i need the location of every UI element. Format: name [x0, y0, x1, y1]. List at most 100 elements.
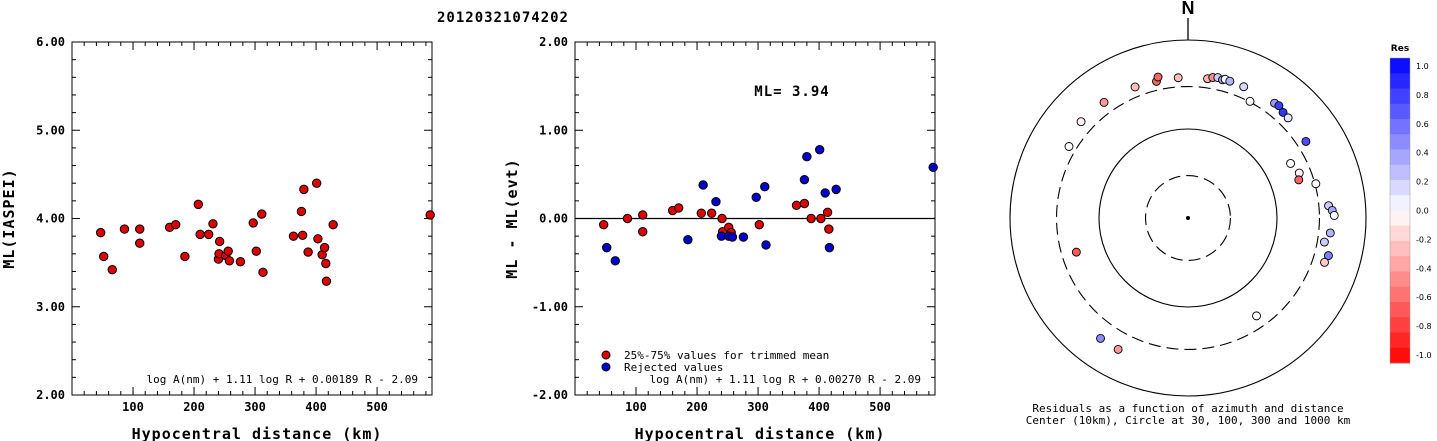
colorbar-cell [1390, 164, 1410, 181]
formula-label: log A(nm) + 1.11 log R + 0.00270 R - 2.0… [649, 373, 921, 386]
y-tick-label: 1.00 [539, 123, 568, 137]
legend-marker [601, 350, 611, 360]
station-point [1325, 228, 1335, 238]
station-point [1096, 333, 1105, 343]
data-point [622, 213, 633, 224]
data-point [799, 198, 810, 209]
data-point [248, 218, 258, 228]
data-point [328, 219, 338, 230]
data-point [610, 256, 620, 266]
y-tick-label: 0.00 [539, 212, 568, 226]
station-point [1278, 107, 1288, 117]
y-tick-label: 5.00 [36, 123, 65, 137]
station-point [1071, 247, 1081, 257]
station-point [1274, 101, 1284, 111]
data-point [288, 231, 299, 241]
colorbar-tick-label: 1.0 [1416, 62, 1429, 71]
legend-marker [601, 362, 611, 372]
x-axis-label: Hypocentral distance (km) [635, 425, 886, 441]
x-tick-label: 500 [869, 400, 891, 414]
center-marker [1186, 216, 1190, 220]
data-point [822, 207, 833, 218]
x-tick-label: 500 [366, 400, 388, 414]
data-point [135, 238, 145, 248]
data-point [193, 199, 204, 210]
distance-ring-30km [1144, 174, 1232, 262]
colorbar-cell [1390, 149, 1410, 166]
colorbar-cell [1390, 210, 1410, 227]
station-point [1294, 175, 1304, 185]
x-tick-label: 300 [747, 400, 769, 414]
figure-title: 20120321074202 [437, 10, 569, 26]
colorbar-cell [1390, 317, 1410, 333]
residual-colorbar: Res 1.0 0.8 0.6 0.4 0.2 0.0 -0.2 -0.4 -0.6 -0.8 -1.… [1389, 44, 1432, 364]
station-point [1286, 159, 1296, 168]
y-tick-label: -2.00 [532, 388, 568, 402]
colorbar-title: Res [1391, 44, 1409, 54]
station-point [1130, 82, 1140, 92]
data-point [135, 224, 145, 234]
station-point [1245, 96, 1255, 106]
data-point [761, 240, 771, 250]
data-point [296, 206, 307, 217]
station-point [1173, 73, 1183, 83]
legend-label: 25%-75% values for trimmed mean [624, 349, 829, 362]
station-point [1252, 311, 1261, 321]
ml-residual-panel: 100 200 300 400 500 -2.00 -1.00 0.00 1.00 2.00 Hyp… [503, 35, 938, 441]
station-point [1319, 237, 1329, 247]
data-point [751, 192, 761, 203]
colorbar-cell [1390, 241, 1410, 257]
colorbar-tick-label: -0.2 [1416, 235, 1432, 244]
station-point [1283, 113, 1293, 123]
formula-label: log A(nm) + 1.11 log R + 0.00189 R - 2.0… [146, 373, 418, 386]
x-tick-label: 400 [305, 400, 327, 414]
colorbar-frame [1389, 57, 1411, 364]
colorbar-cell [1390, 73, 1410, 89]
polar-caption-2: Center (10km), Circle at 30, 100, 300 an… [1026, 414, 1351, 427]
y-tick-label: 6.00 [36, 35, 65, 49]
colorbar-cell [1390, 271, 1410, 288]
data-point [235, 257, 246, 267]
station-point [1329, 210, 1339, 220]
ml-iaspei-panel: 100 200 300 400 500 2.00 3.00 4.00 5.00 6.00 Hypoc… [0, 35, 435, 441]
y-axis-label: ML(IASPEI) [0, 168, 18, 268]
data-point [674, 203, 684, 213]
data-point [208, 219, 218, 229]
data-point [99, 251, 109, 262]
data-point [602, 242, 612, 253]
legend-label: Rejected values [624, 361, 723, 374]
y-axis-label: ML - ML(evt) [503, 158, 521, 278]
colorbar-tick-label: 0.0 [1416, 207, 1429, 216]
colorbar-cell [1390, 180, 1410, 196]
distance-ring-300km [1055, 85, 1321, 351]
data-point [203, 229, 214, 240]
colorbar-cell [1390, 286, 1410, 303]
station-point [1064, 142, 1074, 151]
station-point [1320, 257, 1329, 267]
colorbar-cell [1390, 88, 1410, 105]
data-point [311, 178, 322, 188]
data-point [180, 251, 190, 262]
data-point [319, 242, 330, 253]
station-point [1301, 136, 1311, 146]
data-point [119, 224, 130, 234]
data-point [683, 234, 693, 245]
data-point [824, 224, 834, 234]
data-point [727, 232, 738, 242]
data-point [321, 258, 331, 269]
data-point [214, 236, 225, 247]
colorbar-cell [1390, 195, 1410, 211]
data-point [95, 227, 106, 238]
data-point [425, 210, 435, 220]
colorbar-cell [1390, 347, 1410, 364]
y-tick-label: -1.00 [532, 300, 568, 314]
station-point [1076, 117, 1086, 127]
station-point [1153, 72, 1163, 82]
data-point [171, 219, 181, 230]
y-tick-label: 2.00 [539, 35, 568, 49]
polar-caption-1: Residuals as a function of azimuth and d… [1032, 402, 1343, 415]
data-point [816, 213, 826, 224]
distance-ring-1000km [1009, 39, 1367, 397]
data-point [717, 213, 727, 224]
colorbar-cell [1390, 58, 1410, 74]
